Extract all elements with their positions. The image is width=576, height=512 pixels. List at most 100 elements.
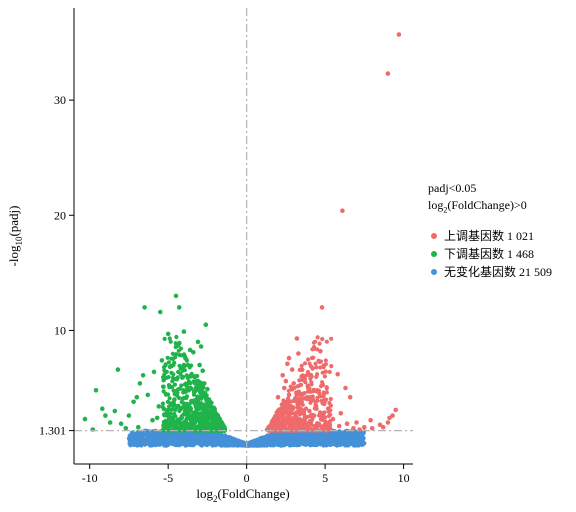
point-nochange bbox=[304, 433, 310, 438]
point-up bbox=[385, 71, 391, 76]
point-down bbox=[179, 399, 184, 405]
point-up bbox=[311, 413, 317, 418]
point-up bbox=[278, 408, 284, 414]
point-up bbox=[309, 382, 314, 387]
point-up bbox=[321, 424, 326, 429]
legend-item-nochange: 无变化基因数 21 509 bbox=[428, 263, 552, 281]
point-up bbox=[315, 395, 320, 400]
x-tick-label: -10 bbox=[82, 471, 98, 485]
point-nochange bbox=[165, 436, 170, 441]
point-up bbox=[313, 361, 318, 366]
point-down bbox=[192, 389, 198, 394]
point-nochange bbox=[344, 435, 349, 440]
point-nochange bbox=[265, 434, 270, 439]
legend-dot-down-icon bbox=[431, 251, 437, 258]
point-down bbox=[168, 415, 173, 420]
point-up bbox=[309, 374, 314, 379]
point-nochange bbox=[200, 439, 205, 444]
point-up bbox=[283, 378, 289, 384]
point-up bbox=[327, 422, 333, 428]
point-nochange bbox=[203, 437, 209, 442]
point-down bbox=[209, 421, 215, 427]
point-nochange bbox=[337, 442, 342, 447]
point-down bbox=[169, 407, 174, 412]
point-down bbox=[177, 427, 182, 432]
point-nochange bbox=[241, 440, 246, 445]
point-down bbox=[172, 411, 177, 416]
point-down bbox=[93, 388, 99, 393]
point-up bbox=[321, 414, 326, 420]
point-down bbox=[165, 331, 171, 337]
point-up bbox=[390, 413, 395, 418]
point-up bbox=[308, 398, 314, 403]
point-up bbox=[369, 426, 375, 431]
point-up bbox=[311, 387, 316, 392]
point-down bbox=[173, 293, 179, 299]
point-up bbox=[296, 351, 301, 356]
point-nochange bbox=[150, 441, 155, 446]
point-nochange bbox=[353, 441, 358, 446]
point-up bbox=[321, 393, 326, 399]
point-down bbox=[181, 362, 187, 368]
point-down bbox=[167, 420, 172, 425]
point-up bbox=[329, 364, 334, 369]
point-up bbox=[297, 412, 302, 417]
point-down bbox=[159, 358, 165, 363]
legend-label-down: 下调基因数 bbox=[444, 246, 505, 261]
point-up bbox=[322, 374, 327, 379]
legend-dot-nochange-icon bbox=[431, 269, 437, 276]
legend-label-up: 上调基因数 bbox=[444, 228, 505, 243]
point-up bbox=[282, 385, 287, 391]
point-down bbox=[118, 421, 124, 427]
point-down bbox=[165, 355, 170, 360]
point-up bbox=[291, 417, 297, 423]
point-down bbox=[192, 420, 197, 425]
point-down bbox=[142, 305, 147, 310]
point-down bbox=[200, 368, 205, 374]
point-up bbox=[321, 363, 326, 368]
point-down bbox=[189, 413, 194, 418]
point-down bbox=[164, 426, 169, 431]
point-down bbox=[206, 411, 212, 416]
point-down bbox=[186, 388, 191, 393]
point-nochange bbox=[319, 439, 324, 444]
point-down bbox=[161, 378, 166, 383]
legend-title-line1: padj<0.05 bbox=[428, 181, 477, 195]
point-nochange bbox=[177, 442, 182, 447]
point-down bbox=[197, 362, 202, 368]
point-up bbox=[286, 355, 292, 361]
point-up bbox=[297, 392, 302, 397]
point-up bbox=[306, 357, 311, 362]
point-down bbox=[172, 382, 177, 387]
point-up bbox=[280, 417, 286, 423]
point-down bbox=[183, 355, 188, 361]
point-up bbox=[315, 347, 320, 352]
point-up bbox=[326, 406, 331, 412]
point-nochange bbox=[361, 436, 366, 441]
y-tick-label: 10 bbox=[54, 323, 66, 337]
point-down bbox=[199, 402, 204, 407]
x-tick-label: -5 bbox=[163, 471, 173, 485]
point-nochange bbox=[330, 442, 335, 447]
point-up bbox=[275, 394, 281, 400]
point-nochange bbox=[182, 432, 187, 437]
point-up bbox=[327, 400, 332, 406]
point-down bbox=[177, 363, 182, 368]
point-up bbox=[277, 422, 282, 428]
point-nochange bbox=[206, 441, 211, 446]
point-nochange bbox=[175, 431, 180, 436]
point-up bbox=[335, 371, 341, 377]
point-nochange bbox=[354, 435, 359, 440]
point-nochange bbox=[292, 442, 298, 447]
point-down bbox=[123, 426, 129, 431]
point-nochange bbox=[157, 442, 163, 447]
point-down bbox=[169, 384, 174, 389]
point-up bbox=[294, 422, 299, 427]
point-up bbox=[393, 407, 399, 413]
point-up bbox=[283, 408, 288, 413]
point-up bbox=[300, 367, 305, 372]
point-down bbox=[170, 351, 175, 356]
point-nochange bbox=[314, 437, 319, 442]
point-down bbox=[204, 393, 209, 398]
point-down bbox=[184, 373, 189, 378]
